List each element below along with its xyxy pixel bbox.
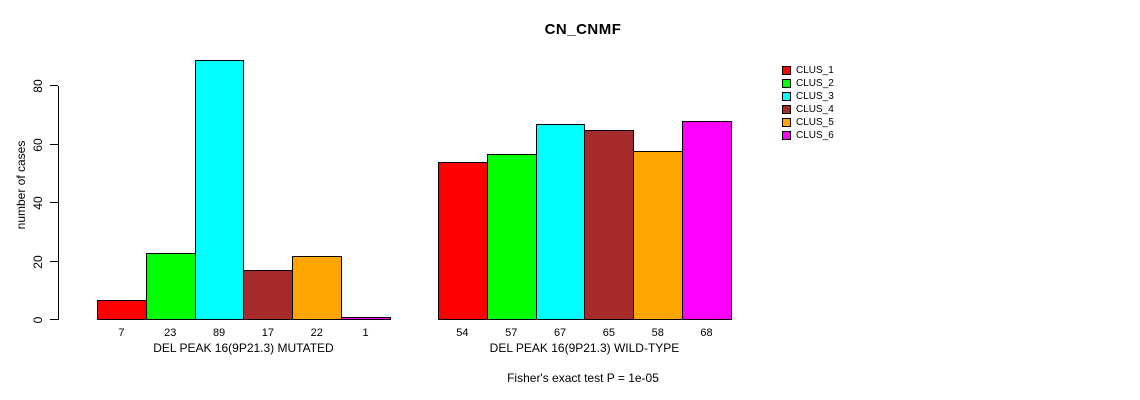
y-tick-mark xyxy=(50,85,58,87)
bar-value-label: 68 xyxy=(700,327,713,339)
legend-item-CLUS_1: CLUS_1 xyxy=(782,64,834,77)
y-tick-mark xyxy=(50,143,58,145)
legend-color-swatch xyxy=(782,79,791,88)
legend-label: CLUS_2 xyxy=(796,78,834,89)
bar-CLUS_2 xyxy=(486,154,537,320)
bar-CLUS_1 xyxy=(438,162,488,320)
y-tick-mark xyxy=(50,202,58,204)
bar-CLUS_6 xyxy=(341,317,391,320)
bar-value-label: 58 xyxy=(651,327,664,339)
legend-item-CLUS_5: CLUS_5 xyxy=(782,116,834,129)
legend-item-CLUS_3: CLUS_3 xyxy=(782,90,834,103)
bar-value-label: 54 xyxy=(456,327,469,339)
y-tick-label: 20 xyxy=(31,254,45,269)
bar-value-label: 22 xyxy=(310,327,323,339)
x-axis-group-label: DEL PEAK 16(9P21.3) MUTATED xyxy=(153,341,334,355)
bar-value-label: 17 xyxy=(261,327,275,339)
bar-CLUS_4 xyxy=(243,270,294,320)
legend-label: CLUS_1 xyxy=(796,65,834,76)
bar-value-label: 89 xyxy=(212,327,226,339)
y-axis-line xyxy=(58,86,59,320)
bar-CLUS_3 xyxy=(535,124,586,320)
bar-CLUS_5 xyxy=(292,256,343,320)
y-tick-label: 40 xyxy=(31,196,45,210)
bar-CLUS_5 xyxy=(633,151,684,320)
legend-color-swatch xyxy=(782,105,791,114)
bar-value-label: 57 xyxy=(505,327,518,339)
fisher-test-annotation: Fisher's exact test P = 1e-05 xyxy=(507,371,659,385)
chart-title: CN_CNMF xyxy=(544,21,622,38)
legend: CLUS_1 CLUS_2 CLUS_3 CLUS_4 CLUS_5 CLUS_6 xyxy=(782,64,834,142)
bar-value-label: 65 xyxy=(602,327,616,339)
x-axis-group-label: DEL PEAK 16(9P21.3) WILD-TYPE xyxy=(489,341,680,355)
y-tick-label: 60 xyxy=(31,138,45,152)
y-tick-label: 80 xyxy=(31,79,45,94)
legend-color-swatch xyxy=(782,118,791,127)
legend-color-swatch xyxy=(782,131,791,140)
y-tick-mark xyxy=(50,260,58,262)
legend-color-swatch xyxy=(782,92,791,101)
legend-item-CLUS_4: CLUS_4 xyxy=(782,103,834,116)
legend-label: CLUS_5 xyxy=(796,117,834,128)
legend-item-CLUS_2: CLUS_2 xyxy=(782,77,834,90)
legend-label: CLUS_3 xyxy=(796,91,834,102)
legend-label: CLUS_6 xyxy=(796,130,834,141)
bar-value-label: 7 xyxy=(118,327,125,339)
bar-CLUS_4 xyxy=(584,130,635,320)
bar-value-label: 67 xyxy=(553,327,567,339)
y-tick-label: 0 xyxy=(31,316,45,324)
bar-CLUS_1 xyxy=(97,300,147,320)
bar-CLUS_2 xyxy=(145,253,196,320)
bar-value-label: 23 xyxy=(164,327,177,339)
bar-CLUS_6 xyxy=(682,121,732,320)
bar-value-label: 1 xyxy=(362,327,369,339)
legend-label: CLUS_4 xyxy=(796,104,834,115)
legend-item-CLUS_6: CLUS_6 xyxy=(782,129,834,142)
legend-color-swatch xyxy=(782,66,791,75)
bar-CLUS_3 xyxy=(194,60,245,320)
y-tick-mark xyxy=(50,319,58,320)
